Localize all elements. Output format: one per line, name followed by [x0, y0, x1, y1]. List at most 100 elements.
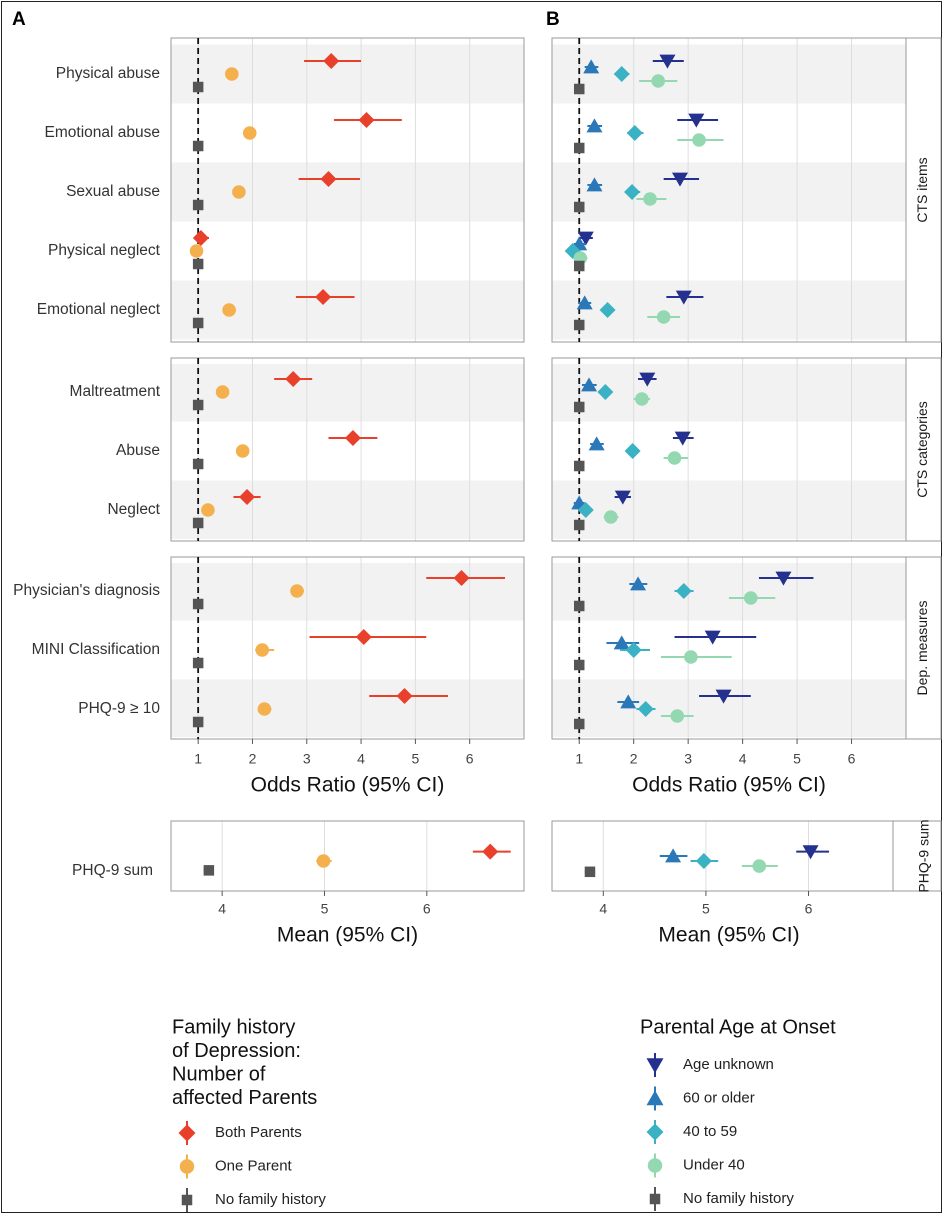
point-40-to-59-b	[625, 642, 642, 658]
point-both-parents-a	[239, 489, 256, 505]
point-one-parent-a	[242, 126, 257, 140]
point-no-family-history-b	[573, 260, 585, 272]
point-40-to-59-b	[599, 302, 616, 318]
legend-label-b: Under 40	[683, 1156, 745, 1173]
point-age-unknown-b	[614, 490, 631, 505]
point-no-family-history-a	[192, 258, 204, 270]
point-both-parents-a	[344, 430, 361, 446]
point-under-40-b	[670, 709, 685, 723]
legend-key-b	[649, 1193, 661, 1205]
group-panel-border-a	[170, 556, 525, 740]
mean-point-one-parent-a	[316, 854, 331, 868]
point-no-family-history-a	[192, 399, 204, 411]
legend-key-b	[646, 1123, 664, 1141]
point-age-unknown-b	[659, 54, 676, 69]
point-age-unknown-b	[639, 372, 656, 387]
facet-strip	[905, 37, 942, 343]
point-both-parents-a	[453, 570, 470, 586]
row-label-sum: PHQ-9 sum	[72, 862, 153, 879]
row-band-a	[171, 364, 524, 422]
x-tick-label-b: 6	[848, 751, 856, 767]
point-age-unknown-b	[715, 689, 732, 704]
point-60-or-older-b	[586, 177, 603, 192]
legend-key-a	[179, 1159, 195, 1174]
x-tick-label-a: 6	[466, 751, 474, 767]
point-40-to-59-b	[675, 583, 692, 599]
row-band-a	[171, 563, 524, 621]
point-no-family-history-b	[573, 600, 585, 612]
row-label: Abuse	[116, 442, 160, 459]
row-label: PHQ-9 ≥ 10	[78, 700, 160, 717]
point-one-parent-a	[232, 185, 246, 199]
point-40-to-59-b	[637, 701, 654, 717]
point-under-40-b	[635, 392, 649, 406]
point-age-unknown-b	[675, 290, 692, 305]
mean-tick-label-b: 4	[599, 901, 607, 917]
row-band-a	[171, 480, 524, 539]
point-age-unknown-b	[704, 630, 721, 645]
point-both-parents-a	[358, 112, 375, 128]
row-label: Neglect	[107, 501, 160, 518]
row-band-a	[171, 44, 524, 104]
row-band-b	[552, 162, 906, 222]
point-one-parent-a	[222, 303, 236, 317]
point-no-family-history-a	[192, 199, 204, 211]
x-axis-title-b: Odds Ratio (95% CI)	[632, 774, 826, 797]
legend-key-b	[646, 1058, 664, 1074]
point-no-family-history-b	[573, 83, 585, 95]
row-label: MINI Classification	[32, 641, 160, 658]
point-60-or-older-b	[583, 59, 600, 74]
legend-label-a: Both Parents	[215, 1124, 302, 1141]
legend-key-b	[647, 1158, 663, 1173]
point-60-or-older-b	[630, 576, 647, 591]
x-tick-label-a: 3	[303, 751, 311, 767]
mean-tick-label-a: 6	[423, 901, 431, 917]
point-under-40-b	[667, 451, 682, 465]
row-label: Physical neglect	[48, 242, 161, 259]
mean-point-age-unknown-b	[802, 845, 819, 860]
point-under-40-b	[684, 650, 698, 664]
row-band-b	[552, 44, 906, 104]
row-label: Physical abuse	[56, 65, 160, 82]
point-no-family-history-b	[573, 201, 585, 213]
point-age-unknown-b	[671, 172, 688, 187]
point-60-or-older-b	[576, 295, 593, 310]
point-one-parent-a	[235, 444, 250, 458]
group-panel-border-a	[170, 37, 525, 343]
point-under-40-b	[643, 192, 657, 206]
point-40-to-59-b	[624, 184, 641, 200]
x-tick-label-b: 4	[739, 751, 747, 767]
x-tick-label-b: 2	[630, 751, 638, 767]
legend-title-b: Parental Age at Onset	[640, 1016, 836, 1038]
x-tick-label-b: 1	[575, 751, 583, 767]
point-no-family-history-a	[192, 598, 204, 610]
legend-key-a	[178, 1124, 196, 1142]
facet-strip-label: CTS items	[914, 157, 930, 222]
mean-point-60-or-older-b	[665, 848, 682, 863]
mean-tick-label-b: 5	[702, 901, 710, 917]
point-both-parents-a	[396, 688, 413, 704]
point-60-or-older-b	[613, 635, 630, 650]
point-60-or-older-b	[620, 694, 637, 709]
row-label: Emotional abuse	[45, 124, 160, 141]
mean-point-no-family-history-a	[203, 865, 215, 876]
row-band-b	[552, 563, 906, 621]
row-label: Emotional neglect	[37, 301, 161, 318]
row-label: Maltreatment	[70, 383, 161, 400]
point-40-to-59-b	[577, 502, 594, 518]
row-label: Physician's diagnosis	[13, 582, 160, 599]
point-both-parents-a	[315, 289, 332, 305]
legend-label-a: One Parent	[215, 1157, 293, 1174]
point-age-unknown-b	[775, 571, 792, 586]
point-one-parent-a	[255, 643, 270, 657]
mean-axis-title-b: Mean (95% CI)	[658, 924, 799, 947]
point-no-family-history-a	[192, 657, 204, 669]
point-age-unknown-b	[674, 431, 691, 446]
x-tick-label-b: 5	[793, 751, 801, 767]
point-under-40-b	[743, 591, 758, 605]
panel-label-a: A	[12, 9, 26, 30]
legend-label-b: 60 or older	[683, 1089, 755, 1106]
point-one-parent-a	[201, 503, 215, 517]
point-no-family-history-a	[192, 458, 204, 470]
